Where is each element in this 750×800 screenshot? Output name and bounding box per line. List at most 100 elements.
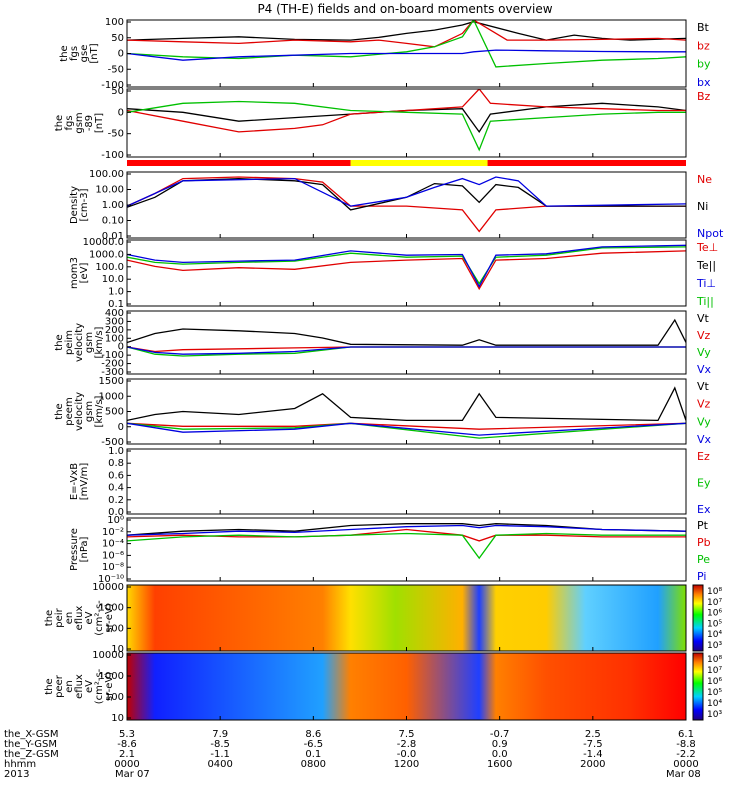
x-axis-row-label: the_X-GSM bbox=[4, 729, 58, 740]
series-vy bbox=[127, 346, 686, 357]
x-axis-value: 2000 bbox=[580, 759, 605, 770]
colorbar-tick-label: 10⁴ bbox=[707, 699, 722, 709]
x-axis-value: -6.5 bbox=[304, 739, 324, 750]
y-axis-label-line: sr-eV) bbox=[104, 603, 115, 632]
x-axis-value: 2.1 bbox=[119, 749, 135, 760]
panel-density: 100.00 10.00 1.00 0.10 0.01 Density[cm-3] Ne Ni… bbox=[69, 169, 724, 242]
series-vx bbox=[127, 346, 686, 355]
figure-title: P4 (TH-E) fields and on-board moments ov… bbox=[257, 2, 552, 16]
y-axis-label: thefgsgsm-89[nT] bbox=[54, 112, 105, 133]
spectrogram-image bbox=[127, 653, 686, 720]
legend-entry: Ti⊥ bbox=[696, 277, 716, 290]
legend-entry: Vx bbox=[697, 363, 712, 376]
x-axis-value: 1600 bbox=[487, 759, 512, 770]
x-axis-value: 7.9 bbox=[212, 729, 228, 740]
y-axis-label-line: [km/s] bbox=[94, 395, 105, 427]
legend-entry: Vt bbox=[697, 312, 710, 325]
y-axis-label-line: [nT] bbox=[89, 43, 100, 63]
series-pi bbox=[127, 524, 686, 536]
legend-entry: Pi bbox=[697, 570, 706, 583]
y-tick-label: 100 bbox=[105, 692, 124, 703]
series-vy bbox=[127, 422, 686, 439]
y-axis-label-line: gsm bbox=[84, 401, 95, 422]
y-axis-label-line: fgs bbox=[69, 46, 80, 61]
y-tick-label: 300 bbox=[105, 316, 124, 327]
colorbar-tick-label: 10⁸ bbox=[707, 655, 722, 665]
time-axis: the_X-GSM 5.3 7.9 8.6 7.5 -0.7 2.5 6.1 the_Y-GSM… bbox=[4, 729, 701, 780]
y-axis-label: Pressure[nPa] bbox=[69, 528, 90, 571]
y-axis-label: thefgsgse[nT] bbox=[59, 43, 100, 63]
series-pe bbox=[127, 532, 686, 560]
legend-entry: Ey bbox=[697, 477, 711, 490]
colorbar-tick-label: 10⁵ bbox=[707, 619, 722, 629]
y-axis-label-line: [km/s] bbox=[94, 326, 105, 358]
y-tick-label: 10000 bbox=[92, 650, 124, 661]
y-axis-label: mom3[eV] bbox=[69, 257, 90, 289]
legend-entry: Ti|| bbox=[696, 295, 714, 308]
series-vz bbox=[127, 346, 686, 353]
series-black bbox=[127, 102, 686, 134]
y-tick-label: 10 bbox=[111, 644, 124, 655]
x-axis-value: -2.8 bbox=[397, 739, 417, 750]
legend-entry: Bt bbox=[697, 21, 710, 34]
y-axis-label-line: velocity bbox=[74, 392, 85, 431]
y-tick-label: 0 bbox=[118, 107, 124, 118]
y-tick-label: -100 bbox=[101, 150, 124, 161]
y-axis-label-line: [cm-3] bbox=[79, 188, 90, 221]
x-axis-row-label: the_Z-GSM bbox=[4, 749, 59, 760]
legend-entry: Vy bbox=[697, 346, 711, 359]
legend-entry: Vx bbox=[697, 433, 712, 446]
legend-entry: Vz bbox=[697, 329, 711, 342]
x-axis-value: 0800 bbox=[301, 759, 326, 770]
series-vx bbox=[127, 422, 686, 436]
y-tick-label: 0.1 bbox=[108, 299, 124, 310]
y-tick-label: 10.00 bbox=[95, 185, 124, 196]
y-axis-label: thepeimvelocitygsm[km/s] bbox=[54, 323, 105, 362]
x-axis-value: 7.5 bbox=[399, 729, 415, 740]
spectrogram-image bbox=[127, 585, 686, 651]
panel-electron_spectrogram: 10⁸10⁷10⁶10⁵10⁴10³10000100010010thepeere… bbox=[44, 650, 722, 724]
y-tick-label: 0 bbox=[118, 422, 124, 433]
y-axis-label-line: eflux bbox=[74, 606, 85, 631]
y-axis-label-line: mom3 bbox=[69, 257, 80, 289]
panel-frame bbox=[126, 310, 687, 375]
x-axis-value: 1200 bbox=[394, 759, 419, 770]
colorbar-tick-label: 10⁸ bbox=[707, 587, 722, 597]
y-tick-label: -100 bbox=[101, 350, 124, 361]
y-axis-label-line: the bbox=[59, 45, 70, 61]
series-pb bbox=[127, 528, 686, 542]
y-tick-label: 500 bbox=[105, 407, 124, 418]
y-tick-label: -300 bbox=[101, 367, 124, 378]
y-axis-label: thepeirenefluxeV(cm²-s-sr-eV) bbox=[44, 600, 115, 636]
colorbar-tick-label: 10³ bbox=[707, 641, 722, 651]
x-axis-value: -1.4 bbox=[583, 749, 603, 760]
x-axis-value: -8.5 bbox=[210, 739, 230, 750]
legend-entry: Vz bbox=[697, 398, 711, 411]
y-axis-label-line: the bbox=[44, 610, 55, 626]
y-axis-label-line: eV bbox=[84, 611, 95, 624]
x-axis-value: -8.8 bbox=[676, 739, 696, 750]
panel-efield: 1.00.80.6 0.40.20.0 E=-VxB[mV/m] Ez Ey Ex bbox=[69, 446, 711, 518]
y-axis-label-line: [nPa] bbox=[79, 536, 90, 562]
y-tick-label: 100 bbox=[105, 333, 124, 344]
y-tick-label: 100.00 bbox=[89, 169, 124, 180]
date-end: Mar 08 bbox=[666, 769, 701, 780]
x-axis-value: 0400 bbox=[207, 759, 232, 770]
y-tick-label: 10⁻⁶ bbox=[102, 550, 124, 561]
legend-entry: Te⊥ bbox=[696, 241, 718, 254]
series-green bbox=[127, 100, 686, 152]
x-axis-row-label: the_Y-GSM bbox=[4, 739, 57, 750]
panels: 100500-50-100thefgsgse[nT]Btbzbybx500-50… bbox=[44, 17, 724, 724]
status-segment bbox=[487, 160, 686, 166]
series-vz bbox=[127, 422, 686, 430]
y-axis-label-line: [mV/m] bbox=[79, 463, 90, 501]
x-axis-value: 6.1 bbox=[678, 729, 694, 740]
series-pt bbox=[127, 523, 686, 536]
x-axis-value: -0.7 bbox=[490, 729, 510, 740]
x-axis-value: -7.5 bbox=[583, 739, 603, 750]
y-tick-label: 50 bbox=[111, 86, 124, 97]
series-npot bbox=[127, 176, 686, 207]
y-axis-label-line: sr-eV) bbox=[104, 672, 115, 701]
y-axis-label-line: [nT] bbox=[94, 113, 105, 133]
